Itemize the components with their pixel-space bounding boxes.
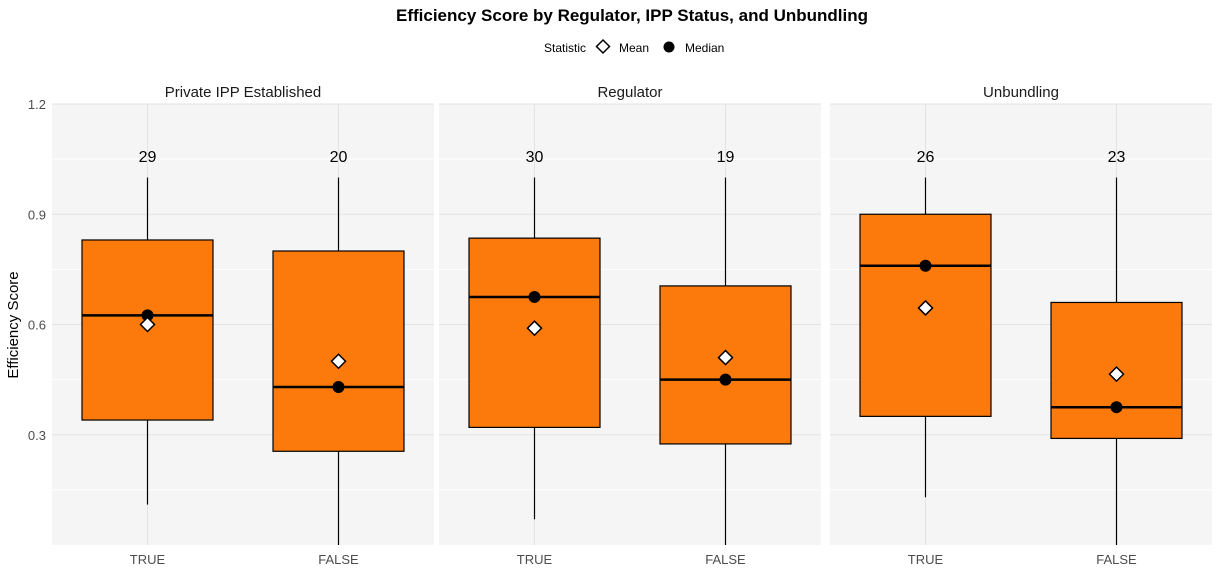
- mean-diamond: [1108, 366, 1125, 383]
- y-tick-label: 0.6: [28, 318, 46, 333]
- legend: Statistic Mean Median: [544, 38, 724, 55]
- count-label: 30: [526, 149, 544, 166]
- panel-title: Regulator: [597, 84, 662, 101]
- group-false: 19 FALSE: [659, 104, 792, 567]
- count-label: 20: [330, 149, 348, 166]
- legend-mean-label: Mean: [619, 41, 649, 55]
- y-tick-label: 0.3: [28, 428, 46, 443]
- y-axis-label: Efficiency Score: [5, 271, 22, 378]
- group-true: 30 TRUE: [468, 104, 601, 567]
- count-label: 23: [1108, 149, 1126, 166]
- chart-title: Efficiency Score by Regulator, IPP Statu…: [396, 6, 868, 25]
- legend-title: Statistic: [544, 41, 586, 55]
- legend-median-dot: [663, 41, 675, 53]
- panel-3: Unbundling 26 TRUE 23 FALSE: [830, 84, 1212, 567]
- mean-diamond: [526, 320, 543, 337]
- group-false: 23 FALSE: [1050, 104, 1183, 567]
- panel-title: Unbundling: [983, 84, 1059, 101]
- panel-1: Private IPP Established 29 TRUE 20 FALSE: [52, 84, 434, 567]
- count-label: 26: [917, 149, 935, 166]
- y-tick-label: 1.2: [28, 97, 46, 112]
- x-tick-label: TRUE: [517, 552, 553, 567]
- count-label: 19: [717, 149, 735, 166]
- mean-diamond: [717, 349, 734, 366]
- legend-mean-diamond: [595, 38, 611, 55]
- x-tick-label: FALSE: [1096, 552, 1137, 567]
- y-ticks: 0.3 0.6 0.9 1.2: [28, 97, 46, 443]
- legend-median-label: Median: [685, 41, 724, 55]
- median-dot: [332, 380, 345, 393]
- panels: Private IPP Established29TRUE20FALSERegu…: [52, 84, 1212, 567]
- count-label: 29: [139, 149, 157, 166]
- panel-2: Regulator 30 TRUE 19 FALSE: [439, 84, 821, 567]
- median-dot: [141, 309, 154, 322]
- group-true: 26 TRUE: [859, 104, 992, 567]
- x-tick-label: FALSE: [705, 552, 746, 567]
- panel-title: Private IPP Established: [165, 84, 321, 101]
- mean-diamond: [917, 299, 934, 317]
- x-tick-label: FALSE: [318, 552, 359, 567]
- y-tick-label: 0.9: [28, 207, 46, 222]
- x-tick-label: TRUE: [130, 552, 166, 567]
- box: [272, 250, 405, 452]
- mean-diamond: [330, 353, 347, 370]
- median-dot: [719, 373, 732, 386]
- group-true: 29 TRUE: [81, 104, 214, 567]
- median-dot: [1110, 401, 1123, 414]
- group-false: 20 FALSE: [272, 104, 405, 567]
- x-tick-label: TRUE: [908, 552, 944, 567]
- median-dot: [919, 259, 932, 272]
- mean-diamond: [139, 316, 156, 333]
- median-dot: [528, 290, 541, 303]
